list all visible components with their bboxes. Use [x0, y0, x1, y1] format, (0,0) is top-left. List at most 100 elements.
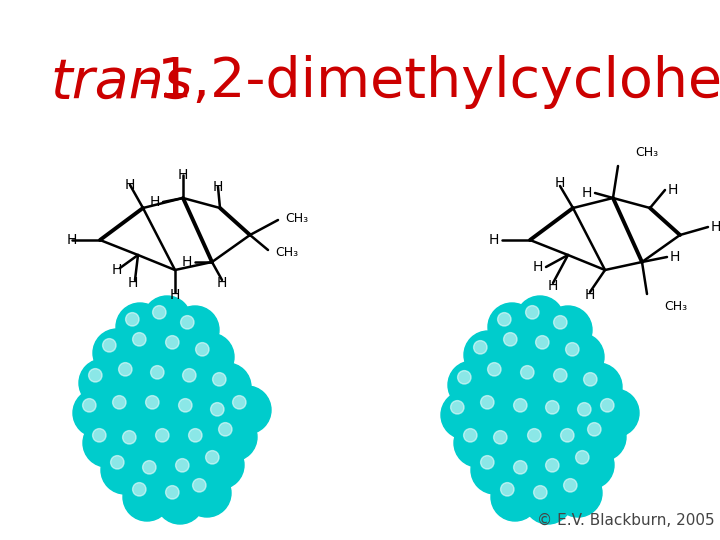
Circle shape: [189, 429, 202, 442]
Circle shape: [143, 296, 191, 344]
Text: H: H: [670, 250, 680, 264]
Circle shape: [89, 369, 102, 382]
Circle shape: [181, 315, 194, 329]
Circle shape: [516, 296, 564, 344]
Text: H: H: [711, 220, 720, 234]
Circle shape: [111, 456, 124, 469]
Text: CH₃: CH₃: [635, 146, 658, 159]
Text: H: H: [489, 233, 499, 247]
Text: CH₃: CH₃: [664, 300, 687, 314]
Circle shape: [554, 369, 567, 382]
Circle shape: [102, 339, 116, 352]
Text: H: H: [125, 178, 135, 192]
Circle shape: [103, 386, 151, 434]
Circle shape: [183, 469, 231, 517]
Circle shape: [73, 389, 121, 437]
Text: H: H: [533, 260, 543, 274]
Text: H: H: [668, 183, 678, 197]
Circle shape: [513, 461, 527, 474]
Circle shape: [171, 306, 219, 354]
Text: CH₃: CH₃: [275, 246, 298, 259]
Circle shape: [166, 485, 179, 499]
Circle shape: [503, 333, 517, 346]
Circle shape: [454, 419, 502, 467]
Circle shape: [150, 366, 164, 379]
Circle shape: [93, 329, 141, 377]
Circle shape: [186, 333, 234, 381]
Circle shape: [212, 373, 226, 386]
Circle shape: [196, 441, 244, 489]
Text: H: H: [585, 288, 595, 302]
Circle shape: [179, 399, 192, 412]
Circle shape: [528, 429, 541, 442]
Circle shape: [132, 333, 146, 346]
Circle shape: [526, 306, 539, 319]
Circle shape: [123, 473, 171, 521]
Circle shape: [179, 419, 227, 467]
Circle shape: [546, 398, 590, 442]
Circle shape: [166, 449, 214, 497]
Circle shape: [156, 326, 204, 374]
Text: H: H: [178, 168, 188, 182]
Circle shape: [83, 399, 96, 412]
Circle shape: [554, 315, 567, 329]
Circle shape: [546, 401, 559, 414]
Circle shape: [83, 419, 131, 467]
Text: trans: trans: [50, 56, 193, 109]
Circle shape: [141, 356, 189, 404]
Circle shape: [166, 335, 179, 349]
Circle shape: [169, 389, 217, 437]
Circle shape: [147, 379, 203, 435]
Circle shape: [210, 403, 224, 416]
Circle shape: [116, 303, 164, 351]
Circle shape: [162, 402, 208, 448]
Circle shape: [529, 400, 575, 446]
Circle shape: [500, 483, 514, 496]
Circle shape: [575, 450, 589, 464]
Circle shape: [544, 306, 592, 354]
Circle shape: [183, 369, 196, 382]
Circle shape: [536, 391, 584, 439]
Circle shape: [123, 323, 171, 371]
Circle shape: [494, 430, 507, 444]
Circle shape: [566, 441, 614, 489]
Circle shape: [176, 458, 189, 472]
Circle shape: [540, 378, 590, 428]
Circle shape: [153, 306, 166, 319]
Circle shape: [451, 401, 464, 414]
Circle shape: [474, 341, 487, 354]
Circle shape: [526, 326, 574, 374]
Circle shape: [223, 386, 271, 434]
Circle shape: [478, 353, 526, 401]
Circle shape: [578, 413, 626, 461]
Text: H: H: [582, 186, 592, 200]
Circle shape: [546, 458, 559, 472]
Circle shape: [173, 359, 221, 407]
Circle shape: [193, 478, 206, 492]
Circle shape: [561, 429, 574, 442]
Circle shape: [524, 476, 572, 524]
Circle shape: [125, 313, 139, 326]
Circle shape: [588, 423, 601, 436]
Circle shape: [480, 396, 494, 409]
Text: H: H: [548, 279, 558, 293]
Circle shape: [488, 303, 536, 351]
Circle shape: [146, 419, 194, 467]
Circle shape: [441, 391, 489, 439]
Circle shape: [156, 429, 169, 442]
Circle shape: [203, 363, 251, 411]
Circle shape: [504, 451, 552, 499]
Circle shape: [142, 404, 188, 450]
Circle shape: [471, 386, 519, 434]
Circle shape: [544, 359, 592, 407]
Circle shape: [534, 485, 547, 499]
Circle shape: [471, 446, 519, 494]
Text: CH₃: CH₃: [285, 212, 308, 225]
Text: H: H: [555, 176, 565, 190]
Circle shape: [128, 375, 178, 425]
Circle shape: [122, 430, 136, 444]
Circle shape: [484, 421, 532, 469]
Circle shape: [498, 313, 511, 326]
Circle shape: [201, 393, 249, 441]
Circle shape: [517, 370, 557, 410]
